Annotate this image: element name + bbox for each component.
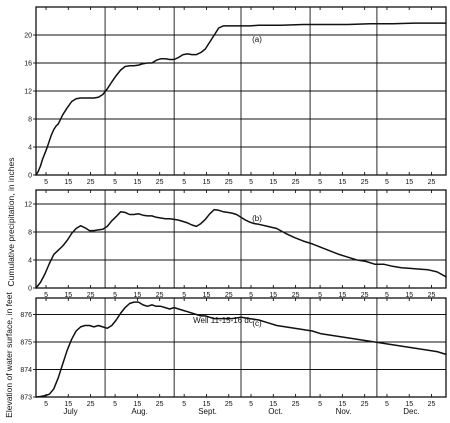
x-tick-label: 5 — [385, 179, 389, 186]
panel-label: (a) — [252, 35, 262, 44]
panel-2: 0 4 8 12 5 15 25 5 15 25 5 15 25 5 15 25 5 15 25 5 15 25 — [24, 189, 447, 299]
x-tick-label: 15 — [133, 292, 141, 299]
x-tick-label: 5 — [249, 292, 253, 299]
x-tick-label: 5 — [385, 401, 389, 408]
month-label: Aug. — [131, 407, 147, 416]
x-tick-label: 5 — [385, 292, 389, 299]
y-tick-label: 16 — [24, 61, 32, 68]
x-tick-label: 5 — [249, 179, 253, 186]
x-tick-label: 25 — [292, 401, 300, 408]
x-tick-label: 15 — [203, 292, 211, 299]
panel-1: 0 4 8 12 16 20 5 15 25 5 15 25 5 15 25 5 15 25 5 15 25 5 15 25 — [24, 6, 447, 186]
x-tick-label: 25 — [361, 401, 369, 408]
x-tick-label: 25 — [87, 401, 95, 408]
x-tick-label: 15 — [64, 401, 72, 408]
x-tick-label: 5 — [182, 292, 186, 299]
x-tick-label: 15 — [269, 401, 277, 408]
x-tick-label: 25 — [225, 292, 233, 299]
x-tick-label: 15 — [405, 292, 413, 299]
x-tick-label: 5 — [113, 292, 117, 299]
x-tick-label: 25 — [428, 179, 436, 186]
x-tick-label: 5 — [44, 179, 48, 186]
y-tick-label: 8 — [28, 117, 32, 124]
x-tick-label: 5 — [249, 401, 253, 408]
x-tick-label: 25 — [156, 179, 164, 186]
x-tick-label: 25 — [428, 292, 436, 299]
y-tick-label: 8 — [28, 230, 32, 237]
x-tick-label: 15 — [133, 401, 141, 408]
y-tick-label: 0 — [28, 286, 32, 293]
well-annotation: Well 11-15-16 dc — [193, 316, 253, 325]
x-tick-label: 15 — [338, 292, 346, 299]
y-tick-label: 4 — [28, 145, 32, 152]
x-tick-label: 15 — [133, 179, 141, 186]
plot-frame — [35, 297, 447, 398]
x-tick-label: 25 — [428, 401, 436, 408]
x-tick-label: 25 — [292, 292, 300, 299]
x-tick-label: 5 — [113, 179, 117, 186]
y-tick-label: 0 — [28, 173, 32, 180]
series-line — [35, 208, 447, 289]
x-tick-label: 5 — [318, 179, 322, 186]
y-tick-label: 873 — [20, 395, 32, 402]
plot-frame — [35, 189, 447, 289]
x-tick-label: 15 — [203, 401, 211, 408]
x-tick-label: 5 — [318, 401, 322, 408]
panel-3: 873 874 875 876 5 15 25 5 15 25 5 15 25 5 15 25 5 15 25 5 15… — [20, 297, 447, 408]
x-tick-label: 25 — [87, 179, 95, 186]
month-label: Sept. — [198, 407, 217, 416]
x-tick-label: 25 — [361, 179, 369, 186]
x-tick-label: 15 — [269, 179, 277, 186]
y-tick-label: 876 — [20, 312, 32, 319]
y-tick-label: 12 — [24, 89, 32, 96]
month-label: Nov. — [336, 407, 352, 416]
y-tick-label: 874 — [20, 367, 32, 374]
x-tick-label: 5 — [113, 401, 117, 408]
y-tick-label: 4 — [28, 258, 32, 265]
x-tick-label: 15 — [64, 292, 72, 299]
panel-label: (b) — [252, 214, 262, 223]
x-tick-label: 25 — [292, 179, 300, 186]
month-label: Dec. — [403, 407, 419, 416]
x-tick-label: 25 — [87, 292, 95, 299]
x-tick-label: 25 — [225, 401, 233, 408]
y-tick-label: 875 — [20, 340, 32, 347]
y-tick-label: 20 — [24, 33, 32, 40]
plot-frame — [35, 6, 447, 176]
x-tick-label: 25 — [361, 292, 369, 299]
x-tick-label: 15 — [203, 179, 211, 186]
month-label: Oct. — [268, 407, 283, 416]
panel-label: (c) — [252, 319, 262, 328]
x-tick-label: 25 — [225, 179, 233, 186]
x-tick-label: 15 — [269, 292, 277, 299]
ylabel-precipitation: Cumulative precipitation, in inches — [6, 158, 16, 287]
x-tick-label: 15 — [338, 401, 346, 408]
x-tick-label: 15 — [405, 179, 413, 186]
x-tick-label: 15 — [338, 179, 346, 186]
x-tick-label: 25 — [156, 401, 164, 408]
ylabel-elevation: Elevation of water surface, in feet — [4, 292, 14, 418]
x-tick-label: 15 — [64, 179, 72, 186]
y-tick-label: 12 — [24, 202, 32, 209]
x-tick-label: 15 — [405, 401, 413, 408]
x-tick-label: 5 — [44, 292, 48, 299]
x-tick-label: 5 — [182, 179, 186, 186]
x-tick-label: 5 — [44, 401, 48, 408]
x-tick-label: 5 — [182, 401, 186, 408]
series-line — [35, 22, 447, 176]
x-tick-label: 5 — [318, 292, 322, 299]
month-label: July — [63, 407, 77, 416]
x-tick-label: 25 — [156, 292, 164, 299]
series-line — [35, 301, 447, 398]
